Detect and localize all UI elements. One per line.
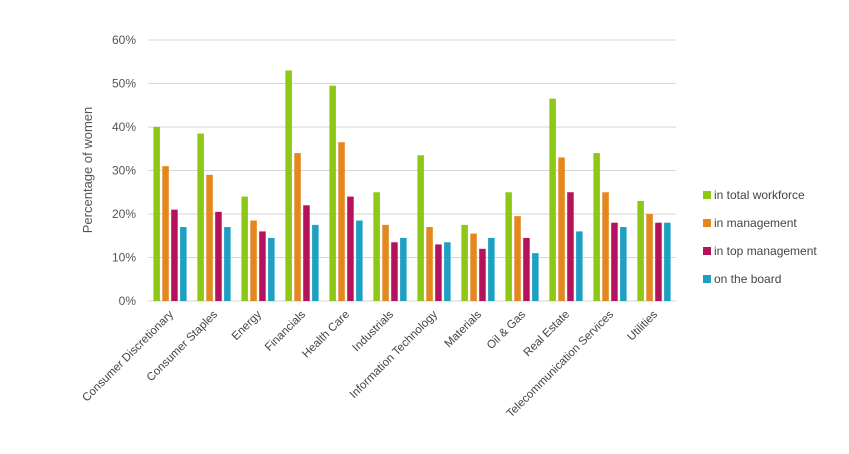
y-tick-label: 10% [112, 251, 136, 265]
bar [347, 196, 354, 301]
bar [444, 242, 451, 301]
y-tick-label: 60% [112, 33, 136, 47]
bar [620, 227, 627, 301]
bar [558, 157, 565, 301]
y-axis-label: Percentage of women [80, 107, 95, 233]
bar [646, 214, 653, 301]
bar [338, 142, 345, 301]
x-tick-label: Financials [263, 308, 308, 353]
y-tick-label: 40% [112, 120, 136, 134]
bar [312, 224, 319, 301]
legend: in total workforce in management in top ma… [703, 188, 817, 286]
bar [153, 127, 160, 301]
legend-label: on the board [714, 272, 781, 286]
bar [391, 242, 398, 301]
bar [197, 133, 204, 301]
bar [567, 192, 574, 301]
bar [637, 200, 644, 301]
x-tick-label: Health Care [300, 309, 352, 361]
bar [215, 211, 222, 301]
bar [259, 231, 266, 301]
bar [532, 253, 539, 301]
bar [611, 222, 618, 301]
legend-label: in management [714, 216, 797, 230]
bar [523, 237, 530, 301]
y-tick-label: 0% [119, 294, 137, 308]
bar [268, 237, 275, 301]
legend-label: in total workforce [714, 188, 805, 202]
bar [171, 209, 178, 301]
legend-swatch [703, 219, 711, 227]
x-tick-label: Oil & Gas [485, 308, 528, 351]
legend-swatch [703, 247, 711, 255]
bar [180, 227, 187, 301]
bar [241, 196, 248, 301]
legend-label: in top management [714, 244, 817, 258]
bar [593, 153, 600, 301]
bar [329, 85, 336, 301]
x-tick-label: Energy [230, 308, 264, 342]
bar [250, 220, 257, 301]
x-tick-label: Utilities [625, 308, 660, 343]
bar [549, 98, 556, 301]
bar [162, 166, 169, 301]
bar [461, 224, 468, 301]
bar [426, 227, 433, 301]
legend-swatch [703, 191, 711, 199]
x-tick-label: Information Technology [348, 308, 441, 401]
bar [373, 192, 380, 301]
bar [576, 231, 583, 301]
bar [206, 174, 213, 301]
bar [356, 220, 363, 301]
bar [602, 192, 609, 301]
y-axis-ticks: 0% 10% 20% 30% 40% 50% 60% [112, 33, 136, 308]
legend-swatch [703, 275, 711, 283]
bar [479, 248, 486, 301]
bar [488, 237, 495, 301]
bar [435, 244, 442, 301]
y-tick-label: 50% [112, 77, 136, 91]
y-tick-label: 20% [112, 207, 136, 221]
bar [294, 153, 301, 301]
bar [400, 237, 407, 301]
bar [382, 224, 389, 301]
x-tick-label: Industrials [351, 308, 397, 354]
bar [417, 155, 424, 301]
bar [470, 233, 477, 301]
x-tick-label: Materials [443, 308, 485, 350]
bar [224, 227, 231, 301]
y-tick-label: 30% [112, 164, 136, 178]
bar [664, 222, 671, 301]
gridlines [148, 39, 676, 302]
x-tick-label: Consumer Discretionary [80, 308, 176, 404]
bar [285, 70, 292, 301]
bar [303, 205, 310, 301]
bar [655, 222, 662, 301]
bar [505, 192, 512, 301]
bar [514, 216, 521, 301]
bars [153, 70, 671, 301]
